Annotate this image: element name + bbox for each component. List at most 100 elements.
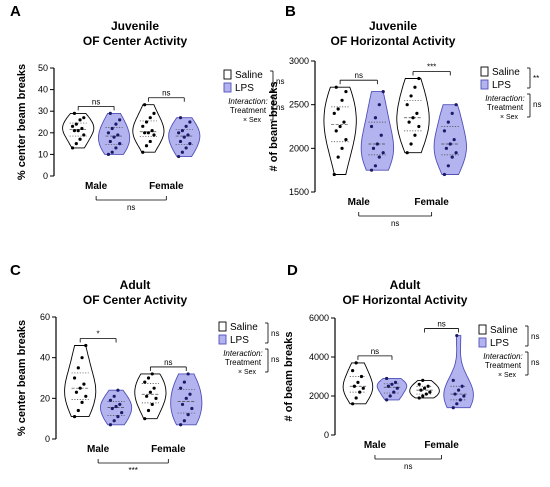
data-point: [118, 118, 122, 122]
y-tick-label: 60: [40, 312, 50, 322]
data-point: [110, 406, 114, 411]
y-tick-label: 30: [38, 106, 48, 116]
data-point: [184, 124, 188, 128]
data-point: [179, 423, 183, 427]
data-point: [143, 131, 147, 135]
data-point: [340, 98, 344, 102]
legend-label-saline: Saline: [492, 67, 520, 78]
data-point: [446, 120, 450, 124]
data-point: [338, 124, 342, 129]
legend: Saline LPS ns Interaction:Treatment × Sex ns: [223, 69, 284, 124]
data-point: [409, 94, 413, 98]
sex-bracket-label: ***: [129, 466, 138, 475]
data-point: [112, 135, 116, 139]
data-point: [82, 133, 86, 137]
data-point: [392, 390, 396, 394]
x-tick-label: Male: [87, 444, 110, 455]
data-point: [386, 384, 391, 388]
data-point: [190, 406, 194, 411]
data-point: [84, 394, 88, 398]
data-point: [143, 417, 147, 421]
data-point: [82, 382, 86, 386]
data-point: [452, 138, 456, 142]
y-tick-label: 2500: [289, 100, 309, 110]
data-point: [72, 111, 77, 115]
data-point: [182, 419, 186, 423]
interaction-sex: × Sex: [238, 369, 257, 376]
interaction-bracket-label: ns: [533, 100, 541, 109]
data-point: [388, 394, 392, 398]
chart-title: Adult: [390, 278, 421, 292]
interaction-bracket-label: ns: [271, 355, 279, 364]
data-point: [336, 155, 340, 159]
data-point: [144, 144, 149, 148]
interaction-label: Interaction:: [223, 349, 263, 358]
data-point: [141, 150, 145, 154]
data-point: [340, 146, 344, 150]
data-point: [80, 356, 84, 360]
legend: Saline LPS ns Interaction:Treatment × Sex ns: [478, 324, 539, 379]
y-axis-label: # of beam breaks: [268, 82, 280, 172]
x-tick-label: Male: [364, 440, 387, 451]
data-point: [354, 361, 358, 365]
y-tick-label: 20: [40, 393, 50, 403]
legend-swatch-saline: [480, 66, 489, 77]
data-point: [450, 155, 454, 159]
data-point: [393, 380, 398, 384]
data-point: [152, 111, 156, 115]
data-point: [444, 146, 448, 150]
data-point: [186, 413, 190, 417]
sig-label: ns: [437, 320, 445, 329]
chart-subtitle: OF Horizontal Activity: [343, 293, 468, 307]
data-point: [351, 402, 355, 406]
data-point: [373, 116, 378, 120]
data-point: [148, 116, 152, 120]
data-point: [405, 151, 409, 155]
data-point: [381, 151, 385, 155]
data-point: [369, 168, 374, 172]
data-point: [110, 126, 114, 131]
legend-swatch-lps: [478, 337, 487, 348]
data-point: [184, 146, 188, 150]
legend-swatch-lps: [223, 82, 232, 93]
data-point: [114, 404, 118, 409]
data-point: [417, 396, 421, 400]
data-point: [390, 382, 394, 386]
chart-title: Juvenile: [111, 19, 159, 33]
data-point: [182, 380, 186, 384]
legend-label-saline: Saline: [235, 70, 263, 81]
sig-label: ns: [164, 358, 172, 367]
data-point: [106, 131, 111, 135]
interaction-sex: × Sex: [500, 114, 519, 121]
violin-saline: [134, 373, 167, 420]
violin-saline: [323, 86, 357, 175]
violin-lps: [98, 112, 131, 155]
data-point: [116, 133, 120, 137]
data-point: [381, 89, 385, 94]
data-point: [78, 118, 82, 122]
sig-label: ns: [355, 71, 363, 80]
y-tick-label: 0: [324, 430, 329, 440]
data-point: [110, 150, 114, 154]
data-point: [146, 131, 150, 135]
y-tick-label: 50: [38, 63, 48, 73]
data-point: [186, 133, 190, 137]
data-point: [145, 394, 149, 398]
x-tick-label: Male: [348, 197, 371, 208]
data-point: [442, 172, 447, 177]
data-point: [373, 164, 378, 168]
sig-label: ns: [162, 89, 170, 98]
data-point: [76, 129, 80, 133]
data-point: [177, 154, 181, 159]
data-point: [334, 129, 338, 133]
data-point: [451, 378, 455, 382]
violin-saline: [132, 104, 165, 153]
y-tick-label: 4000: [309, 352, 329, 362]
data-point: [417, 76, 421, 81]
data-point: [375, 142, 379, 146]
legend-bracket-label: ns: [276, 77, 284, 86]
data-point: [74, 390, 79, 394]
data-point: [415, 111, 419, 115]
